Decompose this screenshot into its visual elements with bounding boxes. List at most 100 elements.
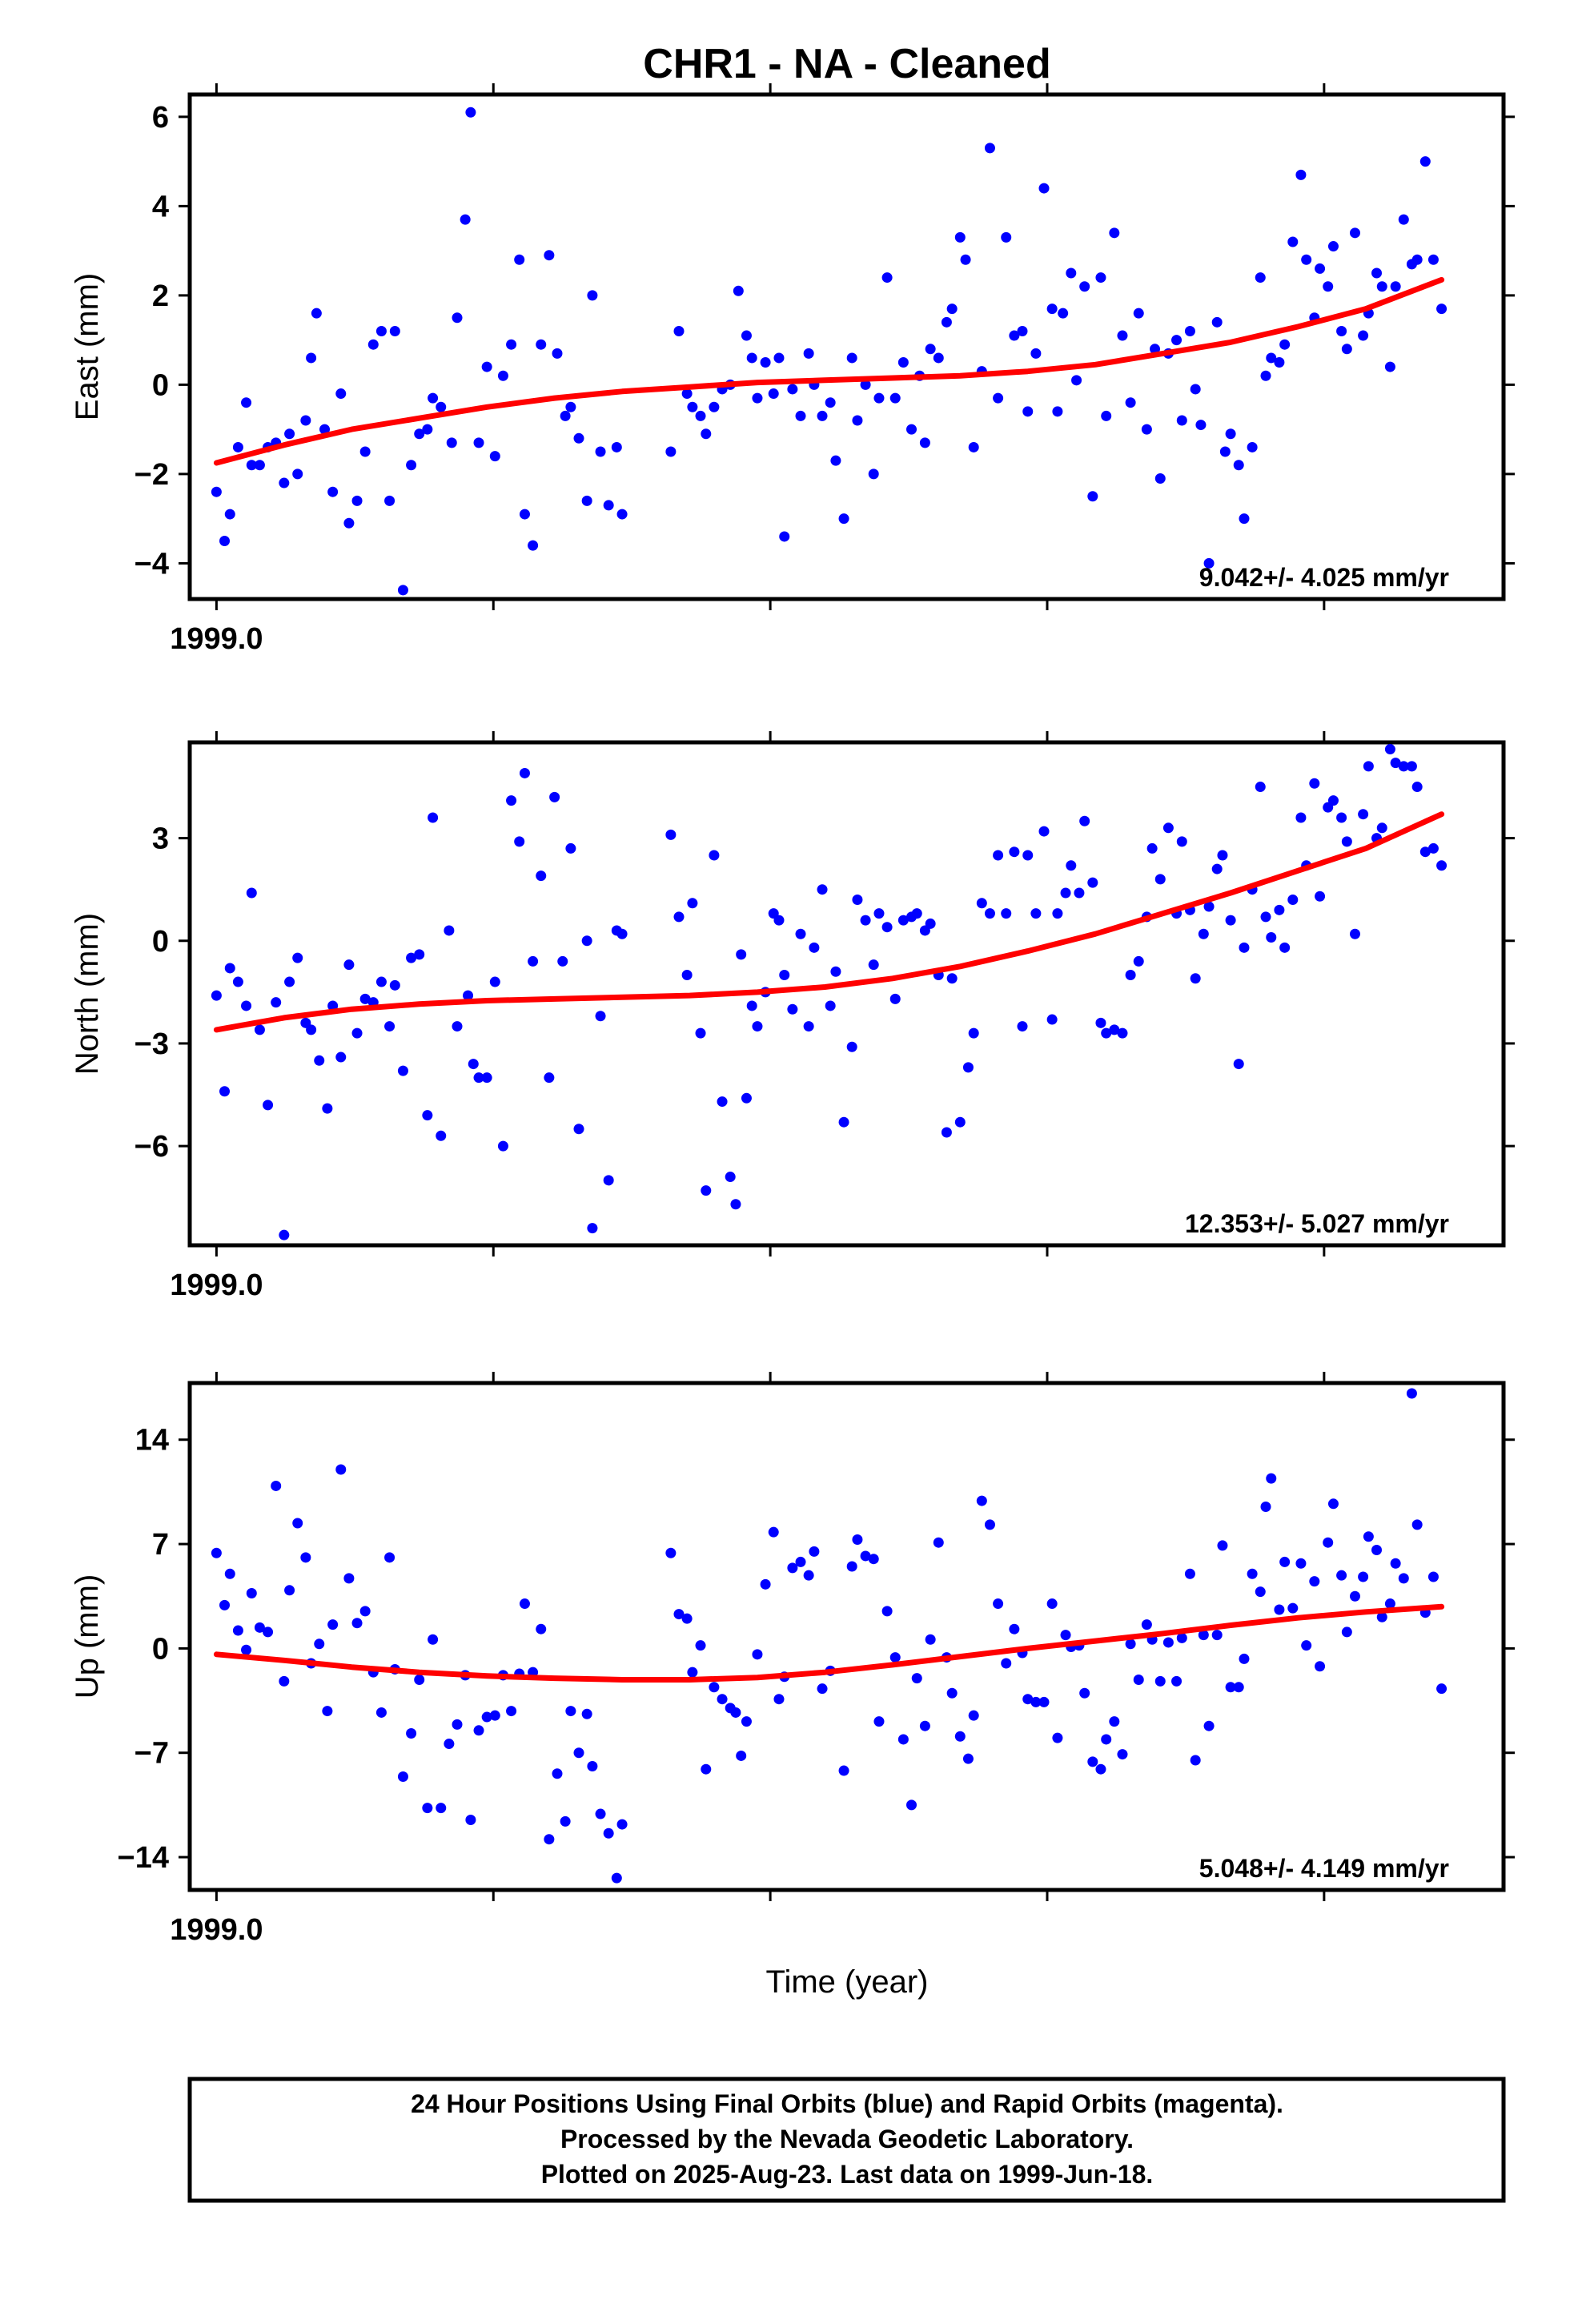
north-data-point (587, 1223, 598, 1234)
north-data-point (1101, 1027, 1112, 1039)
north-data-point (701, 1185, 712, 1196)
up-data-point (428, 1634, 439, 1645)
north-data-point (838, 1116, 849, 1128)
up-data-point (1233, 1682, 1244, 1693)
east-data-point (306, 352, 317, 364)
north-data-point (1411, 782, 1423, 793)
north-data-point (1046, 1014, 1058, 1025)
up-data-point (1225, 1682, 1236, 1693)
up-data-point (1030, 1696, 1042, 1707)
north-data-point (549, 791, 560, 802)
north-data-point (414, 949, 425, 960)
north-panel: −6 −3 0 3 1999.0 North (mm) 12.353+/- 5.027 mm… (70, 731, 1515, 1302)
up-data-point (1060, 1630, 1071, 1641)
up-data-point (565, 1706, 576, 1717)
up-data-point (1162, 1637, 1174, 1648)
north-data-point (292, 952, 303, 963)
east-data-point (1079, 281, 1090, 292)
north-data-point (389, 979, 400, 991)
north-data-point (406, 952, 417, 963)
chart-title: CHR1 - NA - Cleaned (643, 41, 1050, 87)
footer-line-3: Plotted on 2025-Aug-23. Last data on 199… (541, 2160, 1154, 2189)
east-rate-label: 9.042+/- 4.025 mm/yr (1199, 563, 1449, 592)
east-fit-line (213, 276, 1445, 466)
north-data-point (889, 993, 901, 1004)
east-data-point (1101, 410, 1112, 421)
up-data-point (730, 1707, 741, 1718)
up-data-point (809, 1546, 820, 1557)
up-data-point (271, 1480, 282, 1491)
north-data-point (436, 1130, 447, 1141)
east-data-point (384, 495, 396, 506)
east-data-point (1109, 227, 1120, 239)
north-data-point (1341, 836, 1352, 847)
north-data-point (497, 1140, 508, 1152)
up-data-point (701, 1763, 712, 1775)
north-data-point (1436, 860, 1447, 871)
east-data-point (803, 348, 814, 359)
north-data-point (1274, 904, 1285, 915)
east-data-point (406, 460, 417, 471)
north-data-point (1146, 842, 1158, 854)
east-data-point (611, 441, 622, 452)
east-data-point (695, 410, 706, 421)
x-axis-label: Time (year) (766, 1964, 929, 2000)
north-data-point (925, 918, 936, 929)
east-data-point (335, 388, 347, 400)
up-data-point (695, 1640, 706, 1651)
up-data-point (506, 1706, 517, 1717)
east-data-point (825, 397, 836, 408)
east-data-point (292, 468, 303, 480)
up-data-point (436, 1803, 447, 1814)
east-data-point (279, 477, 290, 489)
east-data-point (452, 312, 463, 324)
east-data-point (1195, 420, 1207, 431)
east-data-point (1349, 227, 1360, 239)
east-data-point (1295, 169, 1307, 180)
east-data-point (573, 432, 584, 444)
east-data-point (319, 424, 330, 435)
up-data-point (1301, 1640, 1312, 1651)
up-data-point (911, 1673, 922, 1684)
up-data-point (1184, 1568, 1195, 1579)
north-data-point (1009, 846, 1020, 858)
up-data-point (481, 1711, 492, 1723)
up-y-tick-label: −7 (135, 1737, 169, 1771)
east-data-point (1066, 267, 1077, 279)
east-data-point (701, 428, 712, 440)
east-data-point (673, 325, 685, 336)
north-data-point (809, 942, 820, 953)
up-data-point (1133, 1674, 1144, 1685)
north-data-point (489, 976, 500, 987)
north-data-point (976, 898, 987, 909)
east-data-point (746, 352, 757, 364)
east-data-point (422, 424, 433, 435)
east-data-point (284, 428, 295, 440)
east-data-point (1046, 304, 1058, 315)
up-data-point (616, 1819, 628, 1830)
up-data-point (954, 1731, 966, 1742)
up-data-point (1436, 1683, 1447, 1695)
north-data-point (1255, 782, 1266, 793)
north-data-point (271, 997, 282, 1008)
east-data-point (1247, 441, 1258, 452)
east-data-point (1384, 361, 1395, 372)
east-data-point (773, 352, 785, 364)
up-data-point (552, 1768, 563, 1779)
north-data-point (1279, 942, 1291, 953)
east-data-point (881, 272, 893, 283)
east-data-point (1087, 491, 1098, 502)
up-data-point (1198, 1630, 1209, 1641)
up-data-point (465, 1814, 476, 1825)
east-data-point (897, 357, 909, 368)
east-data-point (241, 397, 252, 408)
north-data-point (1038, 826, 1050, 837)
east-data-point (1336, 325, 1347, 336)
east-data-point (681, 388, 693, 400)
east-data-point (960, 254, 971, 265)
north-data-point (1406, 761, 1417, 772)
east-data-point (389, 325, 400, 336)
up-data-point (1117, 1749, 1128, 1760)
up-data-point (968, 1710, 979, 1721)
